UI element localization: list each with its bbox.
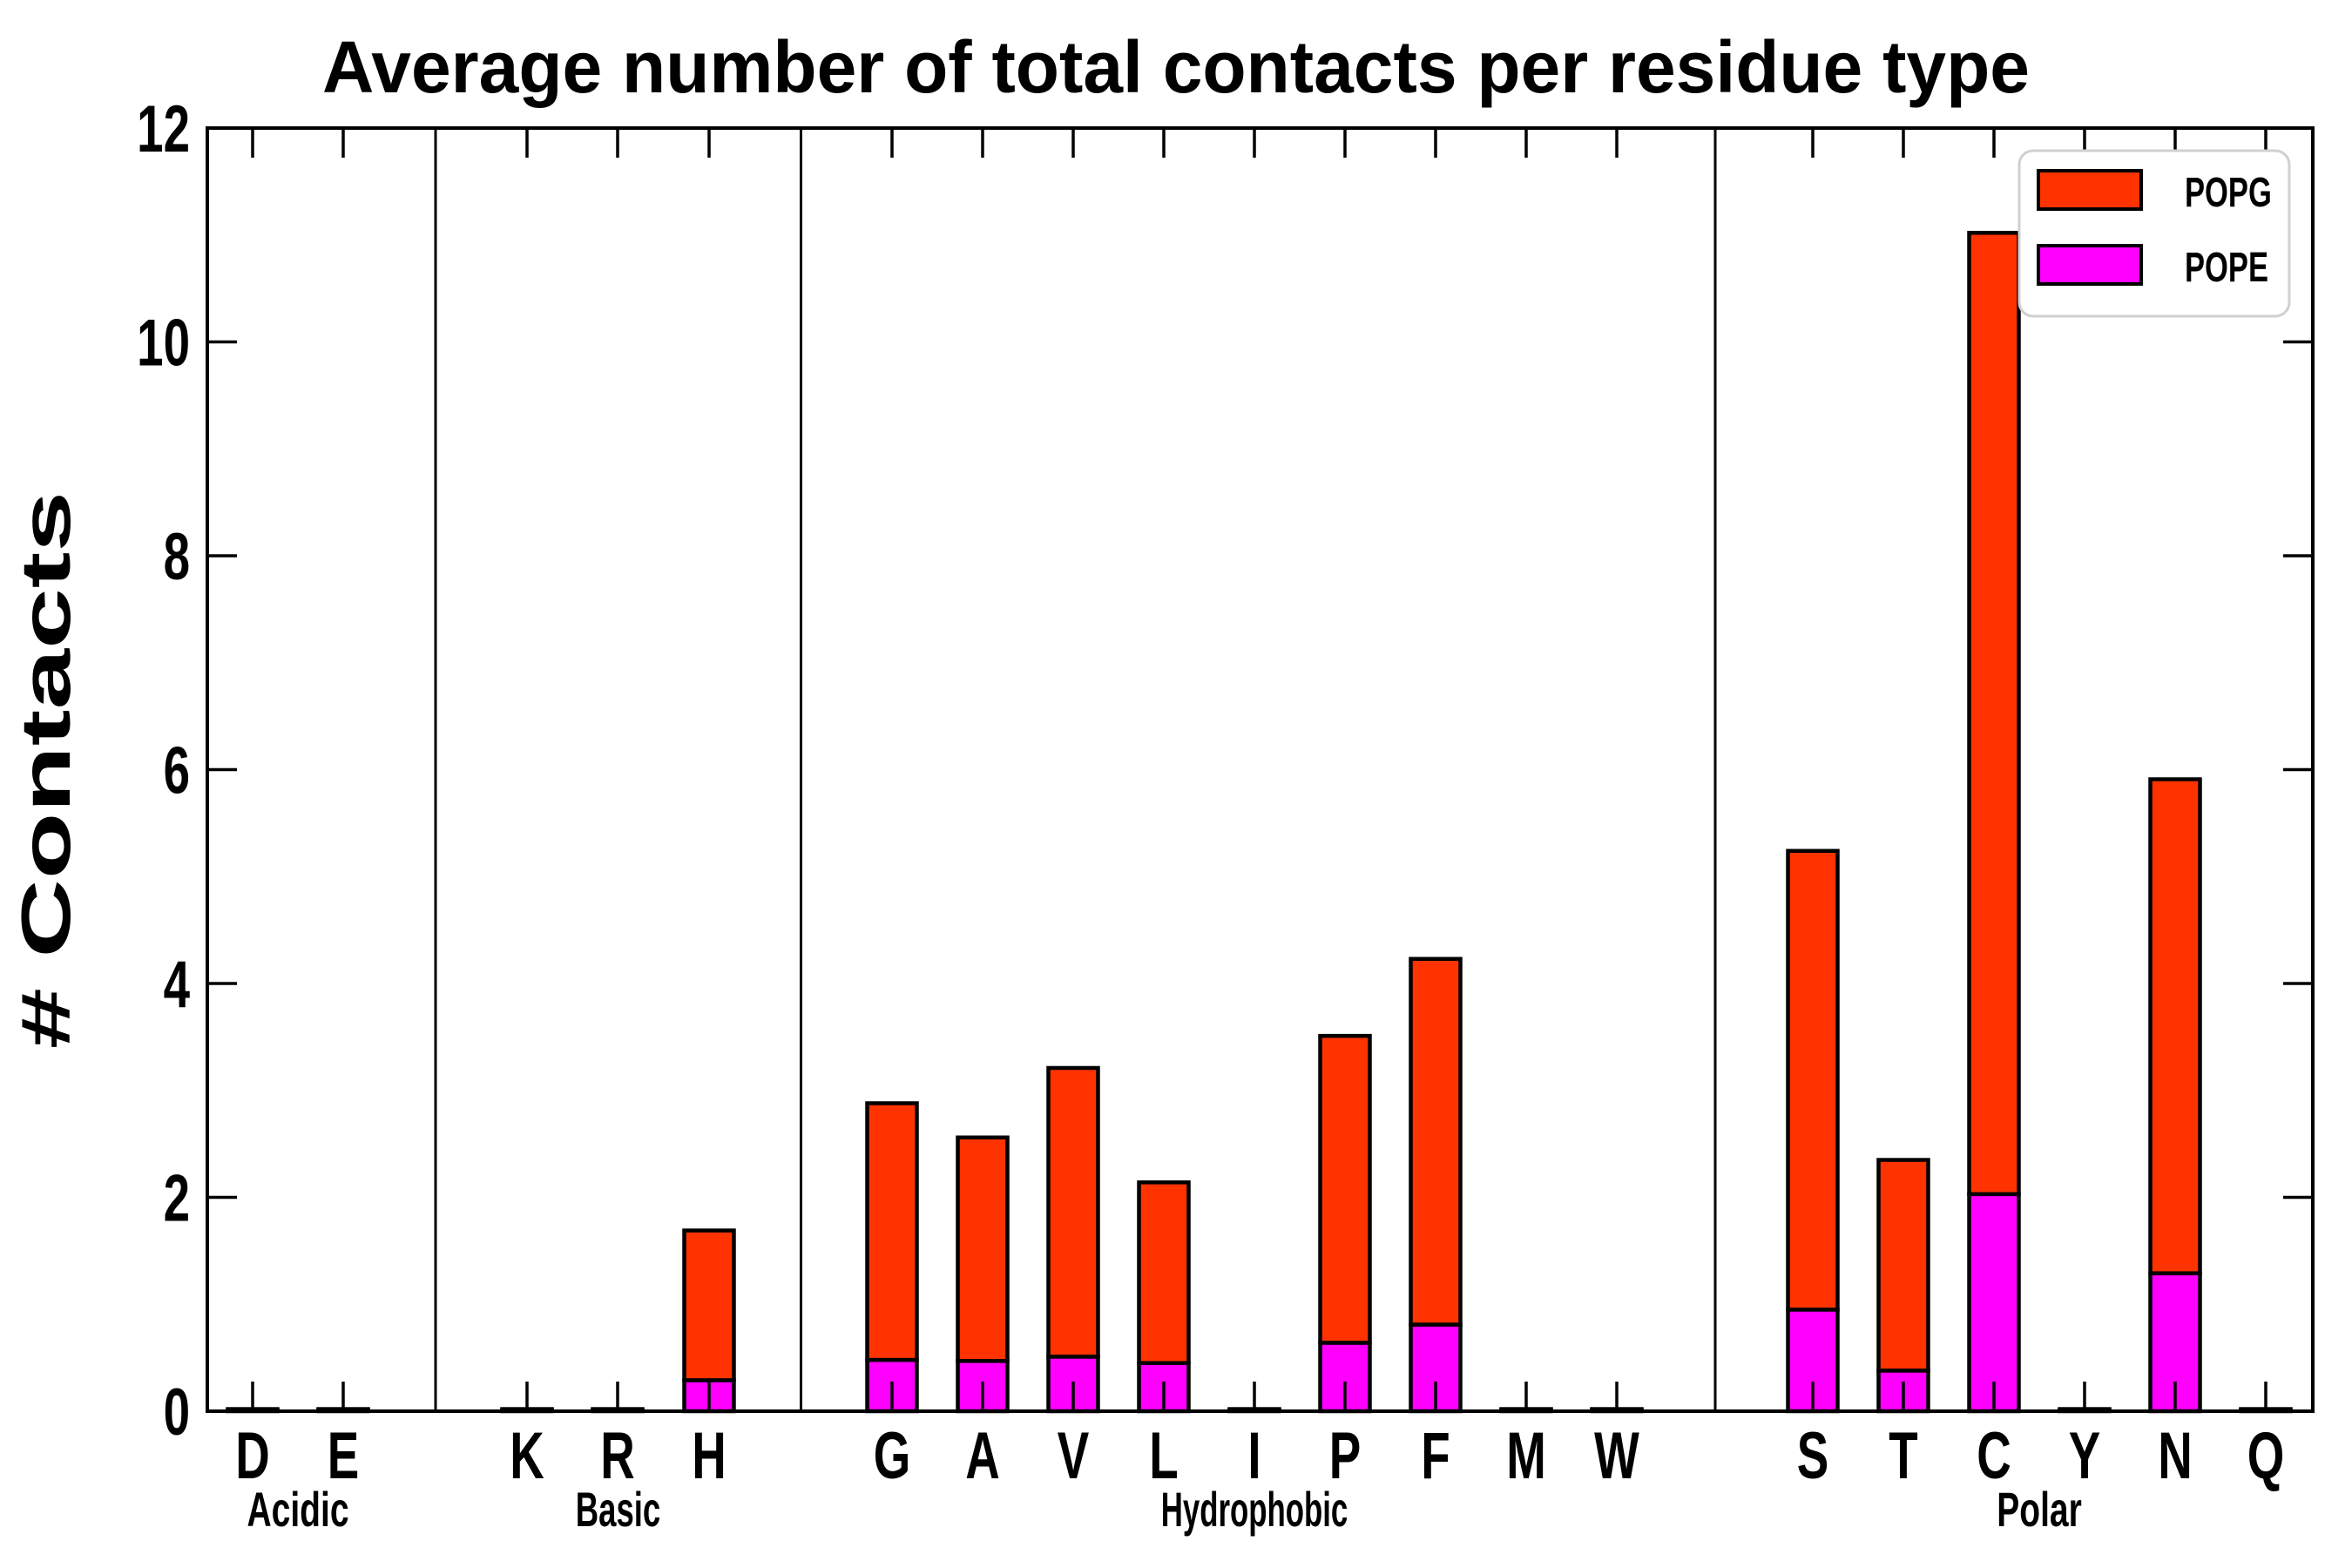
x-tick-label-R: R	[600, 1419, 635, 1493]
x-tick-label-K: K	[510, 1419, 544, 1493]
x-tick-label-A: A	[965, 1419, 1000, 1493]
bar-popg-N	[2148, 777, 2202, 1275]
legend-swatch-popg	[2037, 169, 2143, 211]
x-tick-label-L: L	[1149, 1419, 1178, 1493]
bar-popg-L	[1137, 1180, 1191, 1366]
bar-popg-V	[1046, 1065, 1100, 1359]
x-tick-label-I: I	[1247, 1419, 1260, 1493]
bar-popg-C	[1967, 231, 2021, 1197]
x-tick-label-T: T	[1889, 1419, 1917, 1493]
y-tick-label-8: 8	[164, 520, 190, 594]
x-tick-label-M: M	[1506, 1419, 1546, 1493]
x-tick-label-F: F	[1421, 1419, 1450, 1493]
y-tick-label-10: 10	[137, 307, 190, 381]
x-tick-label-S: S	[1797, 1419, 1829, 1493]
x-tick-label-Q: Q	[2247, 1419, 2285, 1493]
group-label-hydrophobic: Hydrophobic	[1161, 1482, 1348, 1537]
y-axis-label: # Contacts	[7, 491, 84, 1049]
plot-area: D E K R H G A V L I P F M W S T C Y N Q 0 2 4 6 8 10 12 Acidic Basic…	[137, 92, 2315, 1537]
x-tick-label-W: W	[1594, 1419, 1639, 1493]
x-tick-label-H: H	[692, 1419, 727, 1493]
legend-label-popg: POPG	[2185, 168, 2272, 215]
bar-popg-P	[1318, 1033, 1372, 1345]
plot-border	[206, 126, 2315, 1413]
bar-popg-H	[682, 1228, 736, 1382]
y-tick-label-0: 0	[164, 1375, 190, 1450]
chart-title: Average number of total contacts per res…	[322, 26, 2030, 108]
group-label-basic: Basic	[576, 1482, 661, 1537]
group-label-acidic: Acidic	[247, 1482, 349, 1537]
bar-popg-G	[865, 1101, 919, 1362]
legend: POPG POPE	[2017, 149, 2291, 318]
x-tick-label-C: C	[1977, 1419, 2011, 1493]
x-tick-label-D: D	[235, 1419, 270, 1493]
y-tick-label-12: 12	[137, 92, 190, 166]
bar-pope-C	[1967, 1192, 2021, 1414]
legend-swatch-pope	[2037, 244, 2143, 286]
x-tick-label-V: V	[1058, 1419, 1090, 1493]
x-tick-label-N: N	[2158, 1419, 2193, 1493]
x-tick-label-P: P	[1329, 1419, 1362, 1493]
y-tick-label-2: 2	[164, 1162, 190, 1236]
bar-popg-A	[956, 1135, 1010, 1363]
bar-popg-S	[1786, 848, 1840, 1312]
legend-label-pope: POPE	[2185, 243, 2268, 290]
x-tick-label-Y: Y	[2069, 1419, 2101, 1493]
y-tick-label-4: 4	[164, 948, 191, 1022]
bar-popg-F	[1409, 956, 1463, 1327]
y-tick-label-6: 6	[164, 734, 190, 808]
x-tick-label-G: G	[874, 1419, 911, 1493]
bar-popg-T	[1876, 1158, 1930, 1373]
bar-pope-N	[2148, 1271, 2202, 1414]
x-tick-label-E: E	[328, 1419, 360, 1493]
group-label-polar: Polar	[1997, 1482, 2082, 1537]
